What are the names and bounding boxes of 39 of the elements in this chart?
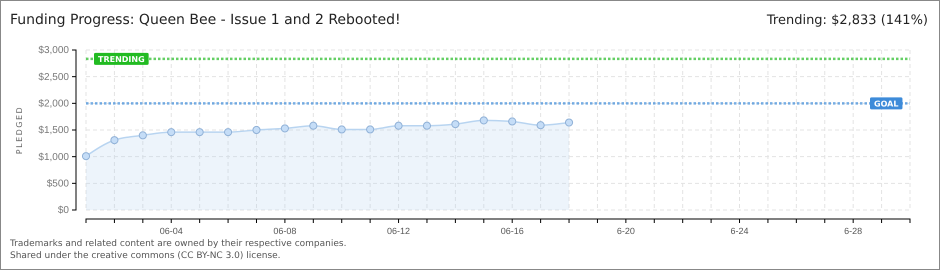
point [508, 117, 516, 126]
y-tick-label: $0 [58, 205, 70, 216]
point [309, 122, 318, 130]
point [138, 131, 147, 140]
y-tick-label: $1,500 [38, 125, 70, 136]
x-tick-label: 6-28 [844, 226, 862, 236]
point [480, 116, 488, 124]
point [167, 128, 176, 136]
y-tick-label: $500 [46, 178, 70, 190]
point [82, 152, 90, 160]
text: Shared under the creative commons (CC BY-NC 3.0) license. [10, 251, 281, 261]
point [394, 122, 403, 130]
point [280, 124, 289, 132]
point [366, 125, 374, 134]
point [564, 118, 574, 127]
text: Trademarks and related content are owned by their respective companies. [9, 239, 346, 249]
point [536, 121, 545, 130]
x-tick-label: 06-04 [160, 226, 183, 236]
point [252, 126, 261, 134]
point [338, 125, 346, 134]
chart-subtitle: Trending: $2,833 (141%) [766, 13, 928, 28]
y-axis-title: PLEDGED [15, 106, 24, 154]
point [224, 128, 232, 136]
x-tick-label: 06-08 [273, 226, 296, 236]
x-tick-label: 06-16 [500, 226, 524, 236]
x-tick-label: 6-24 [730, 226, 749, 236]
x-tick-label: 06-12 [387, 226, 410, 236]
point [422, 122, 432, 130]
chart-title: Funding Progress: Queen Bee - Issue 1 and 2 Rebooted! [10, 12, 401, 28]
y-tick-label: $1,000 [38, 152, 70, 163]
y-tick-label: $2,000 [38, 98, 70, 110]
y-tick-label: $3,000 [38, 45, 70, 56]
point [451, 120, 460, 128]
ref-line-label: GOAL [874, 99, 898, 108]
point [110, 136, 118, 144]
x-tick-label: 6-20 [616, 226, 635, 236]
ref-line-label: TRENDING [98, 54, 145, 64]
y-tick-label: $2,500 [38, 72, 70, 83]
point [196, 128, 204, 136]
